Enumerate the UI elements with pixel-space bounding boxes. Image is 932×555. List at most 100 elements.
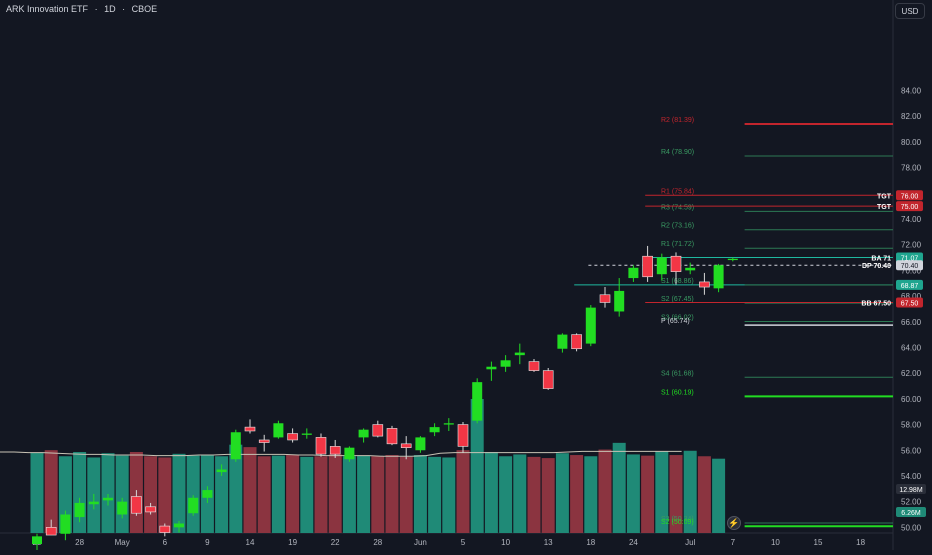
axis-price-tag — [896, 201, 923, 212]
candle-body — [685, 267, 696, 271]
axis-price-label: 70.40 — [901, 263, 919, 270]
level-label: S3 (50.34) — [661, 516, 694, 523]
y-tick-label: 74.00 — [901, 215, 922, 224]
interval-label[interactable]: 1D — [104, 4, 116, 14]
candle-body — [244, 426, 256, 432]
level-tag: TGT — [877, 204, 892, 211]
x-tick-label: 18 — [856, 538, 865, 547]
axis-volume-tag — [896, 484, 926, 494]
currency-button[interactable]: USD — [895, 3, 925, 19]
volume-bar — [186, 455, 200, 533]
candle-body — [315, 437, 327, 455]
candle-body — [415, 437, 426, 451]
level-label: S1 (60.19) — [661, 389, 694, 396]
axis-price-tag — [896, 297, 923, 308]
candle-body — [514, 352, 525, 356]
candle-body — [386, 428, 398, 445]
volume-ma-line — [0, 450, 682, 457]
volume-bar — [357, 455, 371, 533]
volume-bar — [598, 449, 612, 533]
volume-bar — [584, 456, 598, 533]
volume-bar — [172, 453, 186, 533]
level-label: S1 (68.86) — [661, 278, 694, 285]
candle-body — [372, 424, 384, 437]
volume-bar — [342, 456, 356, 533]
candle-body — [443, 423, 454, 425]
candle-body — [656, 257, 667, 275]
volume-bar — [314, 456, 328, 533]
volume-bar — [243, 447, 257, 533]
candle-body — [131, 496, 142, 514]
axis-price-tag — [896, 260, 923, 271]
x-tick-label: Jul — [685, 538, 695, 547]
level-label: S2 (50.09) — [661, 519, 694, 526]
candle-body — [528, 361, 540, 371]
level-label: S4 (61.68) — [661, 370, 694, 377]
volume-bar — [470, 399, 484, 533]
axis-price-label: 76.00 — [901, 193, 919, 200]
axis-price-label: 67.50 — [901, 300, 919, 307]
axis-price-label: 71.07 — [901, 256, 919, 263]
candle-body — [45, 527, 57, 536]
y-tick-label: 84.00 — [901, 86, 922, 95]
candle-body — [457, 424, 469, 447]
volume-bar — [499, 456, 513, 533]
volume-bar — [101, 453, 115, 533]
x-tick-label: 6 — [163, 538, 168, 547]
volume-bar — [669, 455, 683, 533]
axis-price-label: 75.00 — [901, 204, 919, 211]
volume-bar — [626, 454, 640, 533]
volume-bar — [541, 458, 555, 533]
x-tick-label: 10 — [771, 538, 780, 547]
chart-title: ARK Innovation ETF · 1D · CBOE — [6, 4, 161, 14]
candle-body — [188, 497, 199, 514]
candle-body — [159, 525, 171, 533]
volume-bar — [30, 452, 44, 533]
level-label: R1 (75.84) — [661, 188, 694, 195]
axis-volume-tag — [896, 507, 926, 517]
volume-bar — [300, 456, 314, 533]
candle-body — [258, 439, 270, 443]
axis-volume-label: 6.26M — [901, 510, 921, 517]
y-tick-label: 82.00 — [901, 112, 922, 121]
candle-body — [472, 382, 483, 421]
volume-bar — [286, 455, 300, 533]
volume-bar — [44, 450, 58, 533]
axis-price-tag — [896, 190, 923, 201]
candle-body — [329, 446, 341, 455]
volume-bar — [555, 453, 569, 533]
y-tick-label: 64.00 — [901, 343, 922, 352]
volume-bar — [229, 444, 243, 533]
x-tick-label: 22 — [331, 538, 340, 547]
candle-body — [670, 255, 682, 272]
candle-body — [88, 501, 99, 505]
axis-price-tag — [896, 252, 923, 263]
y-tick-label: 52.00 — [901, 498, 922, 507]
x-tick-label: 9 — [205, 538, 210, 547]
y-tick-label: 50.00 — [901, 523, 922, 532]
volume-bar — [413, 455, 427, 533]
lightning-icon[interactable]: ⚡ — [727, 516, 741, 530]
volume-bar — [58, 456, 72, 533]
volume-bar — [641, 455, 655, 533]
y-tick-label: 58.00 — [901, 421, 922, 430]
candle-body — [642, 255, 653, 278]
x-tick-label: 24 — [629, 538, 638, 547]
level-label: S3 (66.02) — [661, 314, 694, 321]
axis-price-tag — [896, 279, 923, 290]
volume-bar — [655, 451, 669, 533]
y-tick-label: 78.00 — [901, 164, 922, 173]
volume-bar — [158, 457, 172, 533]
x-tick-label: 13 — [544, 538, 553, 547]
x-tick-label: 14 — [246, 538, 255, 547]
level-label: R3 (74.59) — [661, 204, 694, 211]
title-separator: · — [94, 4, 98, 14]
level-label: R2 (81.39) — [661, 117, 694, 124]
volume-bar — [697, 456, 711, 533]
candle-body — [571, 334, 582, 350]
candle-body — [486, 366, 497, 370]
title-separator: · — [122, 4, 126, 14]
volume-bar — [612, 442, 626, 533]
